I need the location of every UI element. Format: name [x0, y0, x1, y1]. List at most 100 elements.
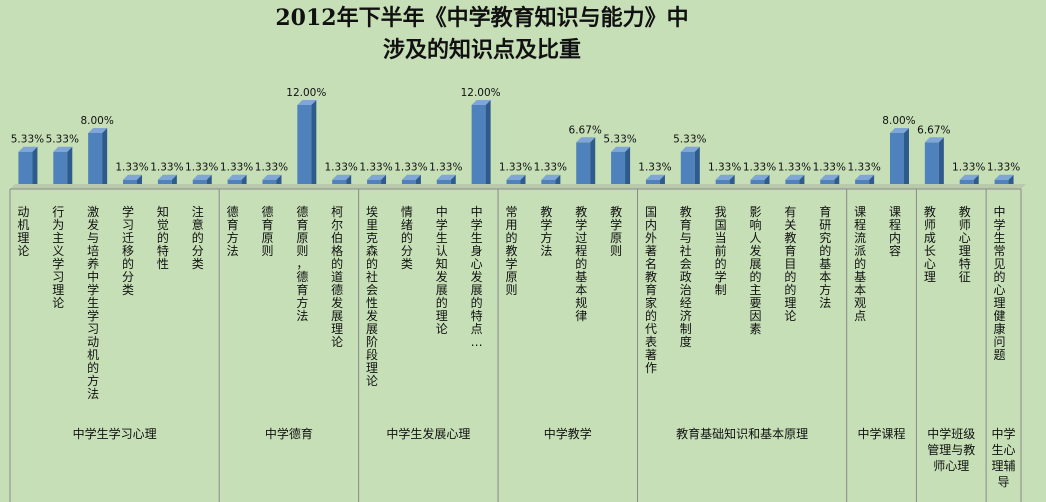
bar-side	[102, 128, 108, 189]
bars-layer	[18, 100, 1014, 189]
bar-top	[889, 128, 909, 133]
category-label-6: 德育方法	[227, 204, 239, 258]
bar-front	[18, 151, 33, 189]
data-label-3: 1.33%	[115, 162, 148, 174]
bar-top	[645, 174, 665, 180]
data-label-28: 1.33%	[987, 162, 1020, 174]
data-label-17: 5.33%	[603, 134, 636, 146]
bar-front	[611, 151, 626, 189]
bar-top	[506, 174, 526, 180]
data-label-7: 1.33%	[255, 162, 288, 174]
data-label-5: 1.33%	[185, 162, 218, 174]
category-label-20: 我国当前的学制	[715, 205, 727, 297]
bar-19	[680, 146, 700, 189]
bar-top	[18, 146, 38, 152]
bar-top	[471, 100, 491, 105]
data-label-27: 1.33%	[952, 162, 985, 174]
bar-top	[262, 174, 282, 180]
category-label-18: 国内外著名教育家的代表著作	[645, 205, 657, 375]
data-label-22: 1.33%	[778, 162, 811, 174]
bar-17	[611, 146, 631, 189]
bar-front	[680, 151, 695, 189]
category-label-14: 常用的教学原则	[505, 205, 517, 297]
data-label-25: 8.00%	[882, 115, 915, 127]
group-label-6: 中学班级管理与教师心理	[927, 426, 975, 473]
group-label-0: 中学生学习心理	[73, 426, 157, 441]
chart-title-line-2: 涉及的知识点及比重	[383, 37, 581, 63]
bar-0	[18, 146, 38, 189]
bar-front	[88, 133, 103, 189]
bar-top	[192, 174, 212, 180]
bar-top	[611, 146, 631, 152]
data-label-12: 1.33%	[429, 162, 462, 174]
group-label-4: 教育基础知识和基本原理	[676, 426, 808, 441]
category-label-25: 课程内容	[889, 205, 901, 258]
data-label-13: 12.00%	[461, 87, 501, 99]
data-label-26: 6.67%	[917, 124, 950, 136]
category-label-27: 教师心理特征	[959, 204, 971, 284]
bar-top	[924, 137, 944, 143]
data-label-24: 1.33%	[847, 162, 880, 174]
bar-side	[32, 146, 38, 189]
bar-front	[297, 105, 312, 189]
bar-1	[53, 146, 73, 189]
data-label-6: 1.33%	[220, 162, 253, 174]
data-label-1: 5.33%	[46, 134, 79, 146]
category-label-22: 有关教育目的的理论	[784, 205, 796, 323]
bar-top	[332, 174, 352, 180]
bar-top	[88, 128, 108, 133]
category-label-1: 行为主义学习理论	[52, 205, 64, 310]
axis-layer	[9, 184, 1026, 502]
category-label-15: 教学方法	[540, 204, 552, 258]
category-label-7: 德育原则	[261, 204, 273, 258]
bar-front	[53, 151, 68, 189]
bar-top	[436, 174, 456, 180]
bar-top	[227, 174, 247, 180]
bar-26	[924, 137, 944, 189]
category-label-16: 教学过程的基本规律	[575, 204, 587, 323]
category-label-23: 育研究的基本方法	[819, 204, 831, 310]
bar-top	[297, 100, 317, 105]
bar-top	[994, 174, 1014, 180]
data-label-23: 1.33%	[813, 162, 846, 174]
bar-front	[889, 133, 904, 189]
bar-top	[820, 174, 840, 180]
data-label-0: 5.33%	[11, 134, 44, 146]
bar-top	[53, 146, 73, 152]
bar-side	[311, 100, 317, 189]
data-label-10: 1.33%	[359, 162, 392, 174]
group-labels-layer: 中学生学习心理 中学德育 中学生发展心理 中学教学 教育基础知识和基本原理 中学课程 中学班…	[73, 189, 1016, 502]
category-label-2: 激发与培养中学生学习动机的方法	[87, 205, 99, 401]
bar-front	[471, 105, 486, 189]
chart-title-line-1: 2012年下半年《中学教育知识与能力》中	[275, 5, 688, 31]
data-labels-layer: 5.33% 5.33%8.00%1.33% 1.33% 1.33% 1.33% 1.33%…	[11, 87, 1021, 174]
bar-13	[471, 100, 491, 189]
bar-top	[959, 174, 979, 180]
bar-top	[750, 174, 770, 180]
data-label-21: 1.33%	[743, 162, 776, 174]
data-label-4: 1.33%	[150, 162, 183, 174]
axis-floor	[10, 184, 1026, 189]
data-label-8: 12.00%	[286, 87, 326, 99]
category-label-8: 德育原则，德育方法	[296, 204, 308, 323]
data-label-14: 1.33%	[499, 162, 532, 174]
category-label-28: 中学生常见的心理健康问题	[994, 204, 1006, 362]
bar-top	[157, 174, 177, 180]
bar-top	[785, 174, 805, 180]
bar-side	[485, 100, 491, 189]
bar-side	[694, 146, 700, 189]
category-label-13: 中学生身心发展的特点…	[471, 204, 483, 349]
category-labels-layer: 动机理论 行为主义学习理论 激发与培养中学生学习动机的方法 学习迁移的分类 知觉的特性 注…	[17, 204, 1005, 401]
bar-2	[88, 128, 108, 189]
group-label-3: 中学教学	[544, 426, 592, 441]
category-label-5: 注意的分类	[192, 204, 204, 271]
bar-top	[401, 174, 421, 180]
category-label-11: 情绪的分类	[401, 205, 413, 271]
data-label-18: 1.33%	[638, 162, 671, 174]
data-label-11: 1.33%	[394, 162, 427, 174]
bar-16	[576, 137, 596, 189]
group-label-2: 中学生发展心理	[386, 426, 470, 441]
bar-top	[680, 146, 700, 152]
category-label-4: 知觉的特性	[157, 205, 169, 271]
